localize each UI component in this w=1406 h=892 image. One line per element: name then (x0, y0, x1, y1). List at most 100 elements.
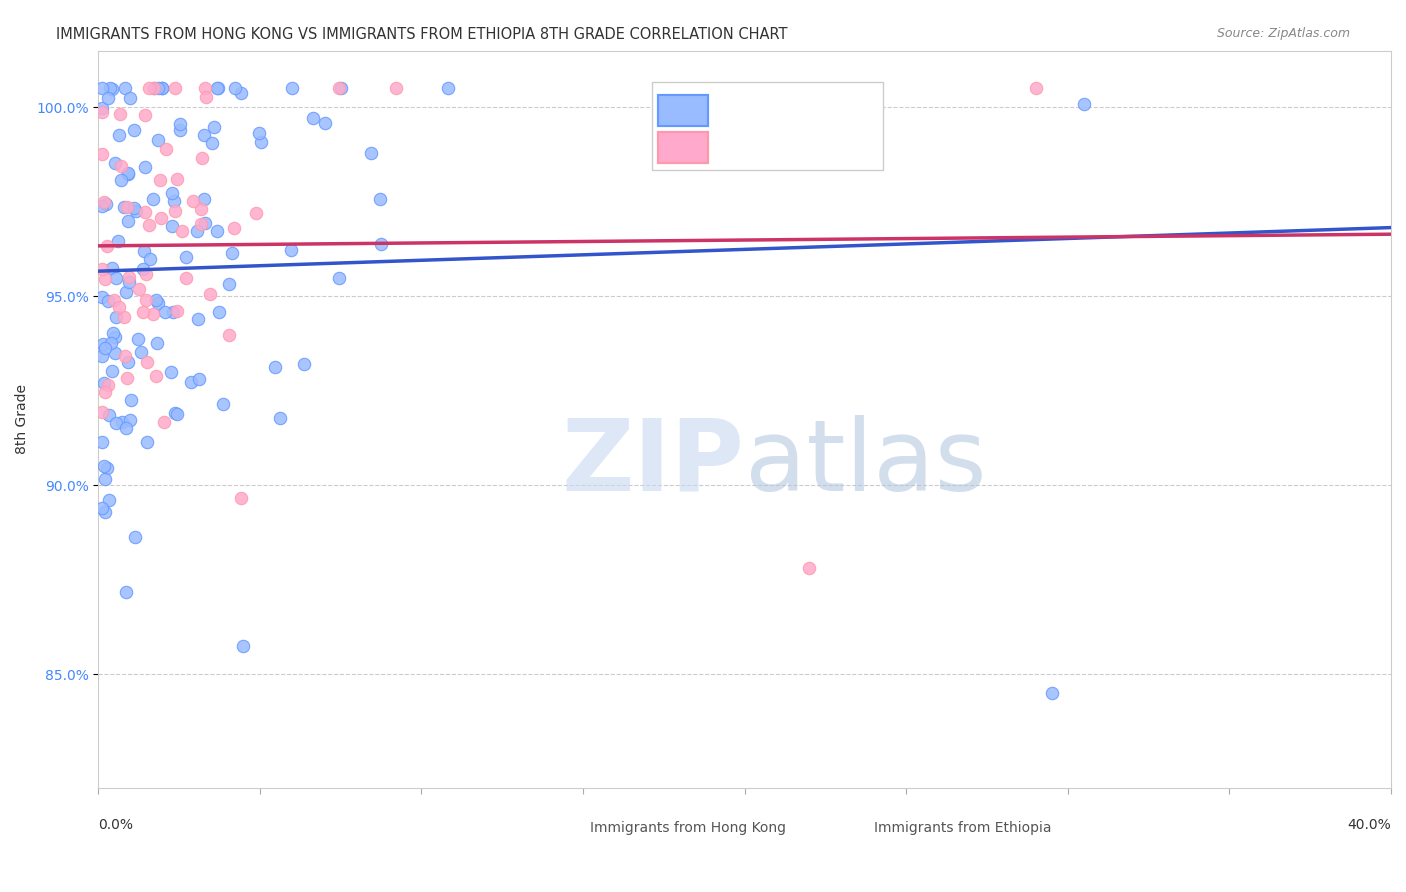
Point (117, 166, 139, 180)
Point (90, 262, 112, 277)
Point (104, 310, 127, 324)
Point (97, 90, 120, 104)
Point (90, 81, 112, 95)
Point (190, 202, 212, 216)
Point (107, 301, 129, 315)
Point (97, 378, 120, 392)
Point (328, 81, 350, 95)
Point (117, 167, 139, 181)
Point (194, 90, 217, 104)
Point (166, 407, 188, 421)
Point (134, 108, 156, 122)
Point (103, 293, 125, 307)
Point (135, 293, 157, 307)
Text: 40.0%: 40.0% (1347, 818, 1391, 832)
Point (105, 270, 128, 285)
Point (104, 329, 127, 343)
Point (437, 81, 460, 95)
Point (150, 81, 173, 95)
Point (118, 275, 141, 289)
Point (174, 271, 197, 285)
Point (165, 203, 187, 218)
Point (198, 287, 221, 301)
Point (148, 296, 170, 310)
Point (103, 345, 125, 359)
Point (134, 160, 156, 174)
Point (170, 224, 193, 238)
Point (105, 416, 128, 430)
Point (360, 145, 382, 160)
Point (90, 435, 112, 450)
Point (127, 332, 149, 346)
Point (142, 81, 165, 95)
Point (93, 385, 115, 400)
Point (112, 200, 135, 214)
Point (101, 261, 124, 276)
Point (145, 368, 167, 383)
Point (181, 194, 204, 208)
Point (143, 81, 166, 95)
Point (90, 105, 112, 120)
Point (132, 244, 155, 258)
Text: atlas: atlas (745, 415, 986, 512)
Point (91, 336, 114, 351)
Point (90, 405, 112, 419)
Point (124, 529, 146, 543)
Text: 53: 53 (844, 139, 866, 154)
Point (193, 192, 215, 206)
Point (120, 393, 142, 408)
Point (115, 200, 138, 214)
Point (160, 219, 183, 234)
Text: R =: R = (716, 103, 749, 117)
Point (224, 81, 246, 95)
FancyBboxPatch shape (651, 82, 883, 170)
Point (96, 239, 118, 253)
Point (93, 195, 115, 210)
Point (207, 224, 229, 238)
Point (110, 159, 132, 173)
Point (163, 406, 186, 420)
Point (97, 493, 120, 508)
Point (314, 116, 336, 130)
Point (218, 277, 240, 291)
Point (97, 409, 120, 423)
Point (208, 304, 231, 318)
Point (93, 459, 115, 474)
Point (229, 491, 252, 505)
Point (194, 81, 217, 95)
Point (115, 585, 138, 599)
Point (108, 107, 131, 121)
Point (330, 81, 353, 95)
Point (153, 415, 176, 429)
Point (193, 128, 215, 143)
Point (118, 269, 141, 284)
Point (117, 355, 139, 369)
Point (370, 236, 392, 251)
Point (155, 142, 177, 156)
Point (94, 341, 117, 355)
Point (229, 86, 252, 100)
Point (122, 201, 145, 215)
Point (1040, 686, 1063, 700)
Point (115, 371, 138, 385)
FancyBboxPatch shape (555, 814, 586, 842)
Point (122, 122, 145, 136)
Text: N =: N = (800, 103, 844, 117)
Point (93, 472, 115, 486)
Point (112, 310, 135, 324)
FancyBboxPatch shape (841, 814, 872, 842)
Point (370, 192, 392, 206)
Point (190, 217, 212, 231)
Point (134, 267, 156, 281)
Point (160, 186, 183, 201)
Point (191, 151, 214, 165)
Point (104, 155, 127, 169)
Point (91, 290, 114, 304)
Point (207, 81, 229, 95)
Point (263, 360, 285, 375)
Point (129, 344, 152, 359)
Point (128, 282, 150, 296)
Text: N =: N = (800, 139, 844, 154)
Point (93, 376, 115, 391)
Point (165, 81, 187, 95)
